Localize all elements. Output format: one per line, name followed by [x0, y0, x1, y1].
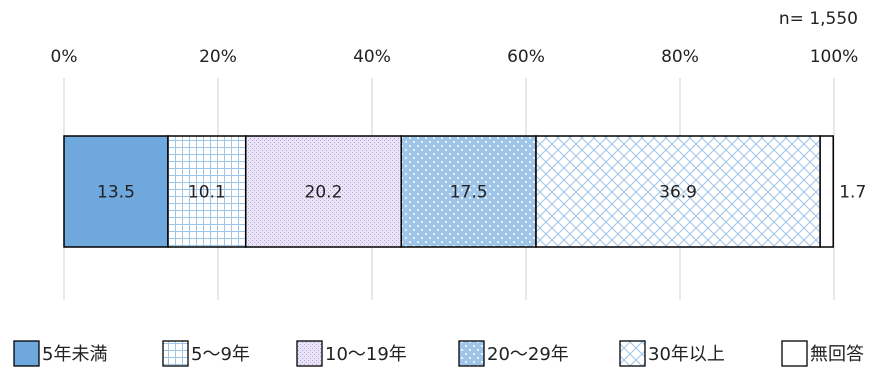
- legend-label-under-5-years: 5年未満: [42, 344, 107, 365]
- data-label-20-to-29-years: 17.5: [450, 183, 488, 203]
- legend-label-20-to-29-years: 20～29年: [487, 344, 569, 365]
- legend-label-30-years-plus: 30年以上: [648, 344, 725, 365]
- x-tick-label-20: 20%: [199, 47, 237, 67]
- legend-label-5-to-9-years: 5～9年: [191, 344, 250, 365]
- bar-segment-30-years-plus: [535, 135, 821, 248]
- legend-label-no-answer: 無回答: [810, 344, 864, 365]
- data-label-no-answer: 1.7: [839, 183, 866, 203]
- x-tick-label-0: 0%: [51, 47, 78, 67]
- legend-item-10-to-19-years: 10～19年: [296, 340, 407, 367]
- sample-size-note: n= 1,550: [779, 9, 858, 29]
- x-tick-label-40: 40%: [353, 47, 391, 67]
- bar-segment-20-to-29-years: [400, 135, 537, 248]
- legend-item-under-5-years: 5年未満: [13, 340, 107, 367]
- legend-swatch-10-to-19-years: [296, 340, 323, 367]
- legend-item-no-answer: 無回答: [781, 340, 864, 367]
- x-tick-label-80: 80%: [661, 47, 699, 67]
- bar-segment-no-answer: [819, 135, 834, 248]
- legend-swatch-20-to-29-years: [458, 340, 485, 367]
- data-label-10-to-19-years: 20.2: [305, 183, 343, 203]
- bar-segments: [63, 135, 834, 248]
- data-label-under-5-years: 13.5: [97, 183, 135, 203]
- x-axis-ticks: 0% 20% 40% 60% 80% 100%: [51, 47, 859, 67]
- legend-swatch-no-answer: [781, 340, 808, 367]
- data-label-5-to-9-years: 10.1: [188, 183, 226, 203]
- bar-segment-under-5-years: [63, 135, 169, 248]
- x-tick-label-60: 60%: [507, 47, 545, 67]
- data-label-30-years-plus: 36.9: [659, 183, 697, 203]
- legend-item-5-to-9-years: 5～9年: [162, 340, 250, 367]
- legend-item-20-to-29-years: 20～29年: [458, 340, 569, 367]
- legend-swatch-30-years-plus: [619, 340, 646, 367]
- legend-item-30-years-plus: 30年以上: [619, 340, 725, 367]
- x-tick-label-100: 100%: [810, 47, 859, 67]
- legend-swatch-5-to-9-years: [162, 340, 189, 367]
- legend-swatch-under-5-years: [13, 340, 40, 367]
- data-labels: 13.5 10.1 20.2 17.5 36.9 1.7: [97, 183, 866, 203]
- legend-label-10-to-19-years: 10～19年: [325, 344, 407, 365]
- legend: 5年未満 5～9年 10～19年 20～29年 30年以上 無回答: [13, 340, 864, 367]
